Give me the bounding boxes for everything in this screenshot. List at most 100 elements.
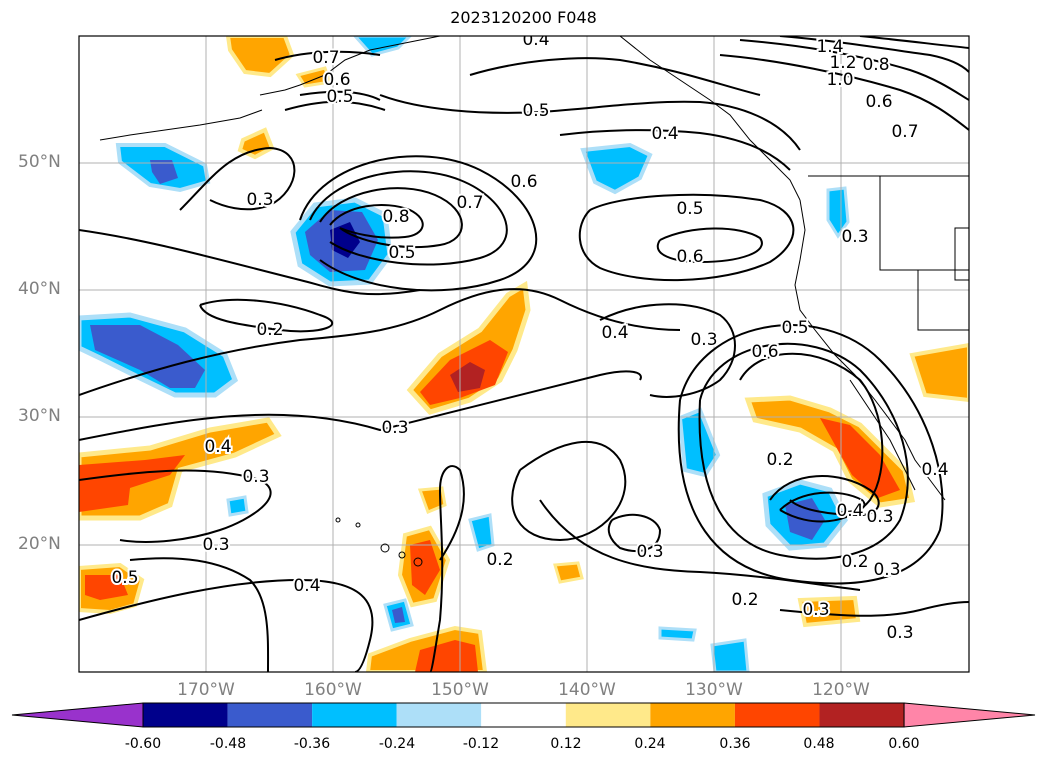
lon-label-150w: 150°W <box>431 680 489 700</box>
colorbar-tick-0: -0.60 <box>124 736 162 752</box>
contour-se-rings-5 <box>779 491 866 513</box>
colorbar-tick-2: -0.36 <box>293 736 331 752</box>
island-hawaii-4 <box>335 517 341 523</box>
contour-label: 0.6 <box>323 70 350 90</box>
contour-label: 0.3 <box>246 190 273 210</box>
contour-label: 0.2 <box>766 450 793 470</box>
contour-label: 0.3 <box>636 542 663 562</box>
contour-0.4-band2 <box>79 469 272 543</box>
shade-blue-s4 <box>658 626 697 642</box>
contour-label: 1.2 <box>829 53 856 73</box>
shade-orange-s5 <box>553 561 584 584</box>
coast-pacific-nw <box>794 199 946 501</box>
colorbar-tick-4: -0.12 <box>462 736 500 752</box>
colorbar-extend-max <box>903 702 1036 728</box>
shade-blue-ne <box>580 142 653 195</box>
contour-label: 0.2 <box>731 590 758 610</box>
colorbar-segment <box>143 703 228 727</box>
shade-red-s1 <box>85 575 128 600</box>
lat-label-30n: 30°N <box>18 406 61 426</box>
contour-label: 0.8 <box>382 207 409 227</box>
shade-orange-s3 <box>417 486 447 514</box>
lon-label-170w: 170°W <box>177 680 235 700</box>
contour-se-rings-4 <box>769 475 880 517</box>
contour-low-rings-2 <box>309 170 508 266</box>
contour-label: 0.2 <box>841 552 868 572</box>
contour-label: 0.5 <box>676 199 703 219</box>
lon-label-130w: 130°W <box>685 680 743 700</box>
shaded-anomaly-fields <box>79 36 969 672</box>
contour-label: 0.5 <box>326 87 353 107</box>
contour-label: 1.0 <box>826 70 853 90</box>
colorbar-tick-7: 0.36 <box>719 736 751 752</box>
colorbar-segment <box>734 703 820 727</box>
contour-0.6-ring <box>656 227 763 264</box>
contour-0.3-hawaii <box>429 465 465 672</box>
colorbar <box>11 702 1036 728</box>
lat-label-20n: 20°N <box>18 534 61 554</box>
contour-label: 0.3 <box>242 467 269 487</box>
contour-0.8-north <box>299 90 381 101</box>
shade-nw-orange <box>225 36 295 78</box>
contour-lines <box>79 36 969 672</box>
shade-red-s4 <box>415 640 478 672</box>
contour-label: 0.3 <box>381 418 408 438</box>
contour-0.3-band <box>79 370 642 441</box>
shade-blue-w-core <box>90 325 205 388</box>
contour-label: 0.3 <box>690 330 717 350</box>
shade-blue-s5 <box>710 638 750 672</box>
contour-top-right-3 <box>779 36 969 73</box>
contour-label: 0.6 <box>676 247 703 267</box>
contour-0.5-ring <box>578 193 795 282</box>
colorbar-segment <box>312 703 397 727</box>
contour-0.5-top <box>469 57 761 96</box>
lon-label-160w: 160°W <box>304 680 362 700</box>
lon-label-120w: 120°W <box>812 680 870 700</box>
contour-label: 0.5 <box>388 243 415 263</box>
colorbar-segment <box>481 703 566 727</box>
colorbar-segment <box>565 703 651 727</box>
coast-alaska <box>259 36 441 96</box>
contour-label: 0.7 <box>456 193 483 213</box>
contour-0.7-north <box>274 50 381 61</box>
contour-label: 0.5 <box>522 101 549 121</box>
contour-0.2-se-bottom <box>779 601 969 617</box>
lon-label-140w: 140°W <box>558 680 616 700</box>
colorbar-segment <box>819 703 905 727</box>
coastlines <box>99 36 969 567</box>
contour-label: 0.4 <box>293 576 320 596</box>
lat-label-50n: 50°N <box>18 152 61 172</box>
contour-low-rings-1 <box>299 155 538 292</box>
contour-label: 0.4 <box>921 460 948 480</box>
colorbar-segment <box>396 703 482 727</box>
contour-top-right-4 <box>859 36 969 49</box>
coast-alaska-panhandle <box>619 36 801 201</box>
shade-small-orange-2 <box>295 66 333 88</box>
shade-blue-s3-core <box>392 607 405 623</box>
shade-blue-coast <box>826 186 850 239</box>
shade-blue-nw-core <box>150 160 178 184</box>
coast-aleutians <box>99 109 263 141</box>
contour-se-rings-1 <box>677 324 944 585</box>
contour-0.3-north <box>179 146 296 211</box>
contour-label: 0.2 <box>256 320 283 340</box>
colorbar-tick-8: 0.48 <box>803 736 835 752</box>
contour-label: 1.4 <box>816 37 843 57</box>
contour-label: 0.3 <box>202 535 229 555</box>
shade-orange-e <box>909 342 969 403</box>
contour-0.2-band <box>79 578 374 672</box>
contour-label: 0.7 <box>891 122 918 142</box>
colorbar-segment <box>227 703 313 727</box>
island-hawaii-3 <box>413 557 423 567</box>
shade-small-orange-1 <box>237 127 275 160</box>
contour-top-right-2 <box>739 39 969 101</box>
island-hawaii-1 <box>380 543 390 553</box>
contour-label: 0.5 <box>111 568 138 588</box>
contour-se-rings-2 <box>698 342 909 560</box>
island-hawaii-2 <box>398 551 406 559</box>
contour-label: 0.6 <box>865 92 892 112</box>
contour-label: 0.4 <box>204 437 231 457</box>
map-title: 2023120200 F048 <box>450 8 597 27</box>
contour-label: 0.6 <box>510 172 537 192</box>
